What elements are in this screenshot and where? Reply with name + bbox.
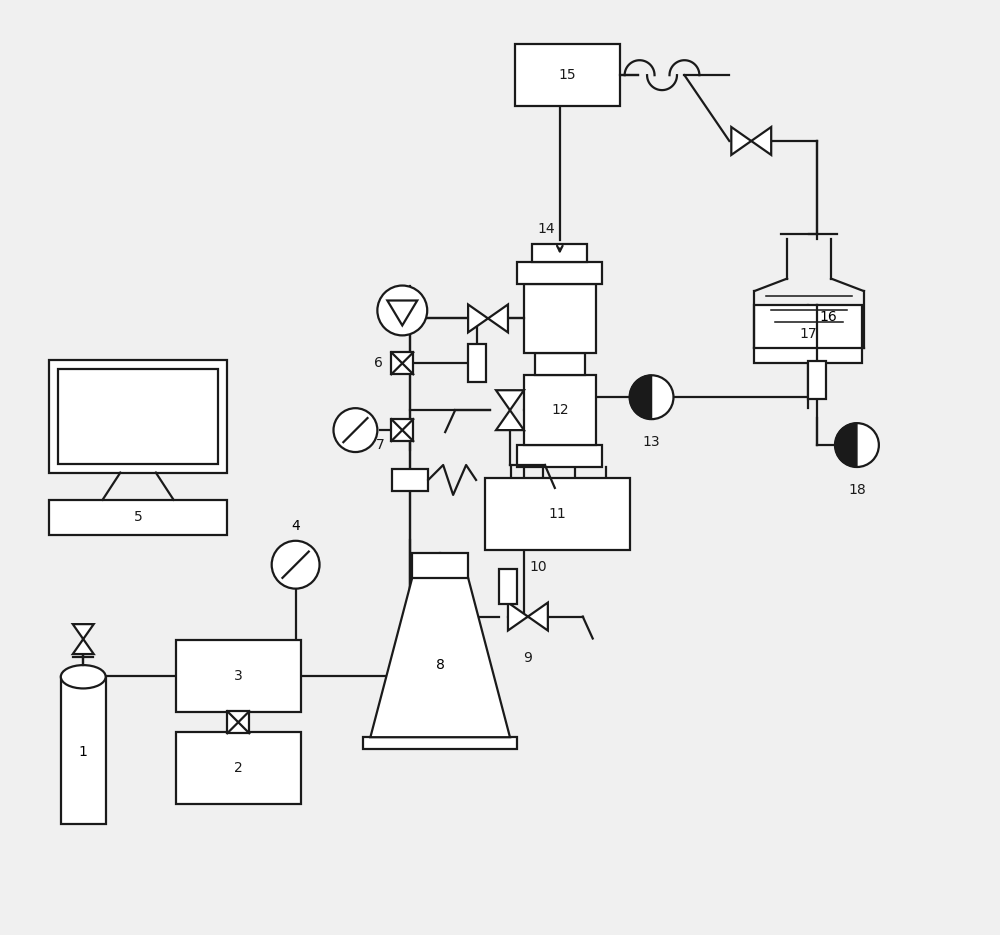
Bar (524, 375, 596, 445)
Text: 13: 13 (643, 435, 660, 449)
Bar (532, 244, 587, 262)
Polygon shape (751, 127, 771, 155)
Text: 18: 18 (848, 483, 866, 497)
Bar (363, 737, 517, 749)
Text: 15: 15 (558, 68, 576, 82)
Text: 9: 9 (523, 652, 532, 666)
Bar (499, 569, 517, 604)
Bar (412, 553, 468, 578)
Bar (391, 419, 413, 441)
Polygon shape (468, 305, 488, 333)
Text: 14: 14 (537, 222, 555, 236)
Text: 5: 5 (134, 511, 142, 525)
Text: 8: 8 (436, 658, 445, 672)
Polygon shape (370, 578, 510, 737)
Polygon shape (835, 424, 857, 467)
Polygon shape (528, 602, 548, 630)
Polygon shape (508, 602, 528, 630)
Polygon shape (630, 375, 652, 419)
Circle shape (333, 409, 377, 452)
Bar (535, 353, 585, 375)
Text: 11: 11 (548, 507, 566, 521)
Text: 4: 4 (291, 519, 300, 533)
Polygon shape (496, 390, 524, 410)
Circle shape (835, 424, 879, 467)
Polygon shape (73, 625, 94, 640)
Bar (468, 344, 486, 382)
Text: 10: 10 (530, 560, 548, 574)
Bar (485, 478, 630, 550)
Text: 12: 12 (551, 403, 569, 417)
Bar (391, 352, 413, 374)
Text: 6: 6 (374, 356, 383, 370)
Bar (515, 44, 620, 106)
Bar (392, 469, 428, 491)
Polygon shape (496, 410, 524, 430)
Bar (808, 361, 826, 399)
Bar (176, 732, 301, 804)
Bar (524, 283, 596, 353)
Bar (517, 262, 602, 283)
Polygon shape (488, 305, 508, 333)
Bar (517, 445, 602, 467)
Bar (58, 368, 218, 464)
Text: 7: 7 (376, 438, 385, 452)
Bar (49, 360, 227, 472)
Circle shape (630, 375, 673, 419)
Text: 16: 16 (819, 309, 837, 324)
Text: 2: 2 (234, 761, 243, 775)
Polygon shape (731, 127, 751, 155)
Bar (227, 712, 249, 733)
Bar (49, 500, 227, 535)
Bar (61, 677, 106, 824)
Ellipse shape (61, 665, 106, 688)
Bar (176, 640, 301, 712)
Bar (754, 306, 862, 364)
Circle shape (377, 285, 427, 336)
Circle shape (272, 540, 320, 589)
Text: 17: 17 (799, 327, 817, 341)
Polygon shape (73, 640, 94, 654)
Polygon shape (387, 300, 417, 325)
Text: 1: 1 (79, 745, 88, 759)
Text: 3: 3 (234, 669, 243, 683)
